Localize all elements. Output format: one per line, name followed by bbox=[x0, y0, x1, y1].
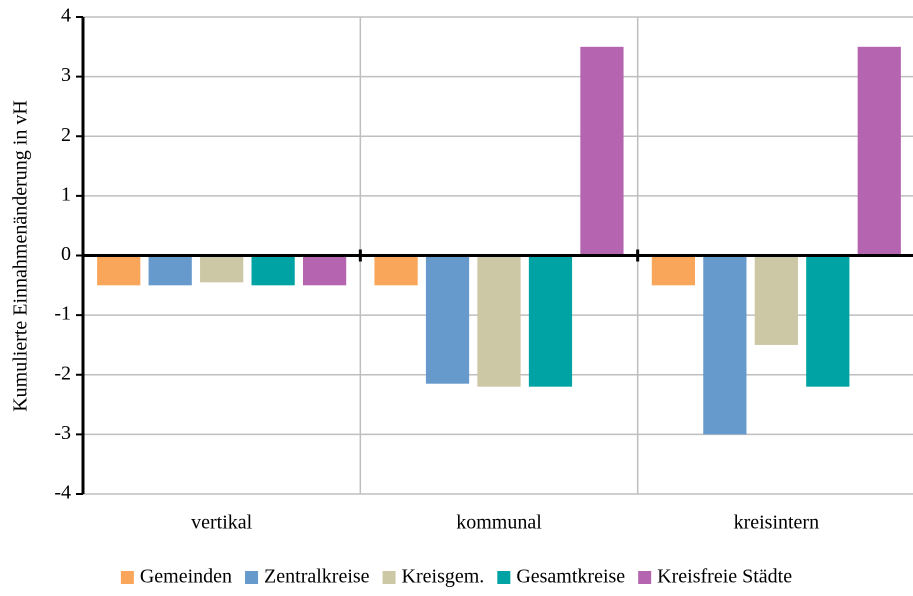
bar bbox=[528, 255, 573, 387]
y-tick-label: -3 bbox=[54, 422, 71, 444]
bar bbox=[806, 255, 850, 387]
y-tick-label: 2 bbox=[61, 124, 71, 146]
y-tick-label: 4 bbox=[61, 5, 71, 27]
bar bbox=[97, 255, 141, 286]
legend-swatch bbox=[382, 571, 396, 584]
legend-label: Gesamtkreise bbox=[516, 566, 625, 588]
y-tick-label: 0 bbox=[61, 243, 71, 265]
bar bbox=[703, 255, 747, 435]
bar bbox=[857, 46, 901, 256]
legend-swatch bbox=[638, 571, 652, 584]
legend-swatch bbox=[497, 571, 511, 584]
bar bbox=[251, 255, 295, 286]
bar bbox=[580, 46, 624, 256]
legend-label: Gemeinden bbox=[140, 566, 232, 588]
x-tick-label: vertikal bbox=[191, 512, 253, 534]
bar bbox=[374, 255, 418, 286]
bar bbox=[651, 255, 696, 286]
bar bbox=[302, 255, 347, 286]
bar bbox=[754, 255, 798, 345]
bar bbox=[425, 255, 470, 384]
legend-label: Zentralkreise bbox=[264, 566, 370, 588]
bar bbox=[477, 255, 521, 387]
legend-label: Kreisfreie Städte bbox=[657, 566, 792, 588]
legend-swatch bbox=[245, 571, 259, 584]
x-tick-label: kreisintern bbox=[734, 512, 820, 534]
y-tick-label: -1 bbox=[54, 303, 71, 325]
bar bbox=[148, 255, 192, 286]
y-tick-label: 1 bbox=[61, 183, 71, 205]
y-axis-title: Kumulierte Einnahmenänderung in vH bbox=[10, 100, 32, 412]
y-tick-label: 3 bbox=[61, 64, 71, 86]
y-tick-label: -2 bbox=[54, 362, 71, 384]
x-tick-label: kommunal bbox=[456, 512, 542, 534]
legend-swatch bbox=[120, 571, 134, 584]
y-tick-label: -4 bbox=[54, 482, 71, 504]
legend-label: Kreisgem. bbox=[402, 566, 485, 588]
bar bbox=[200, 255, 244, 283]
